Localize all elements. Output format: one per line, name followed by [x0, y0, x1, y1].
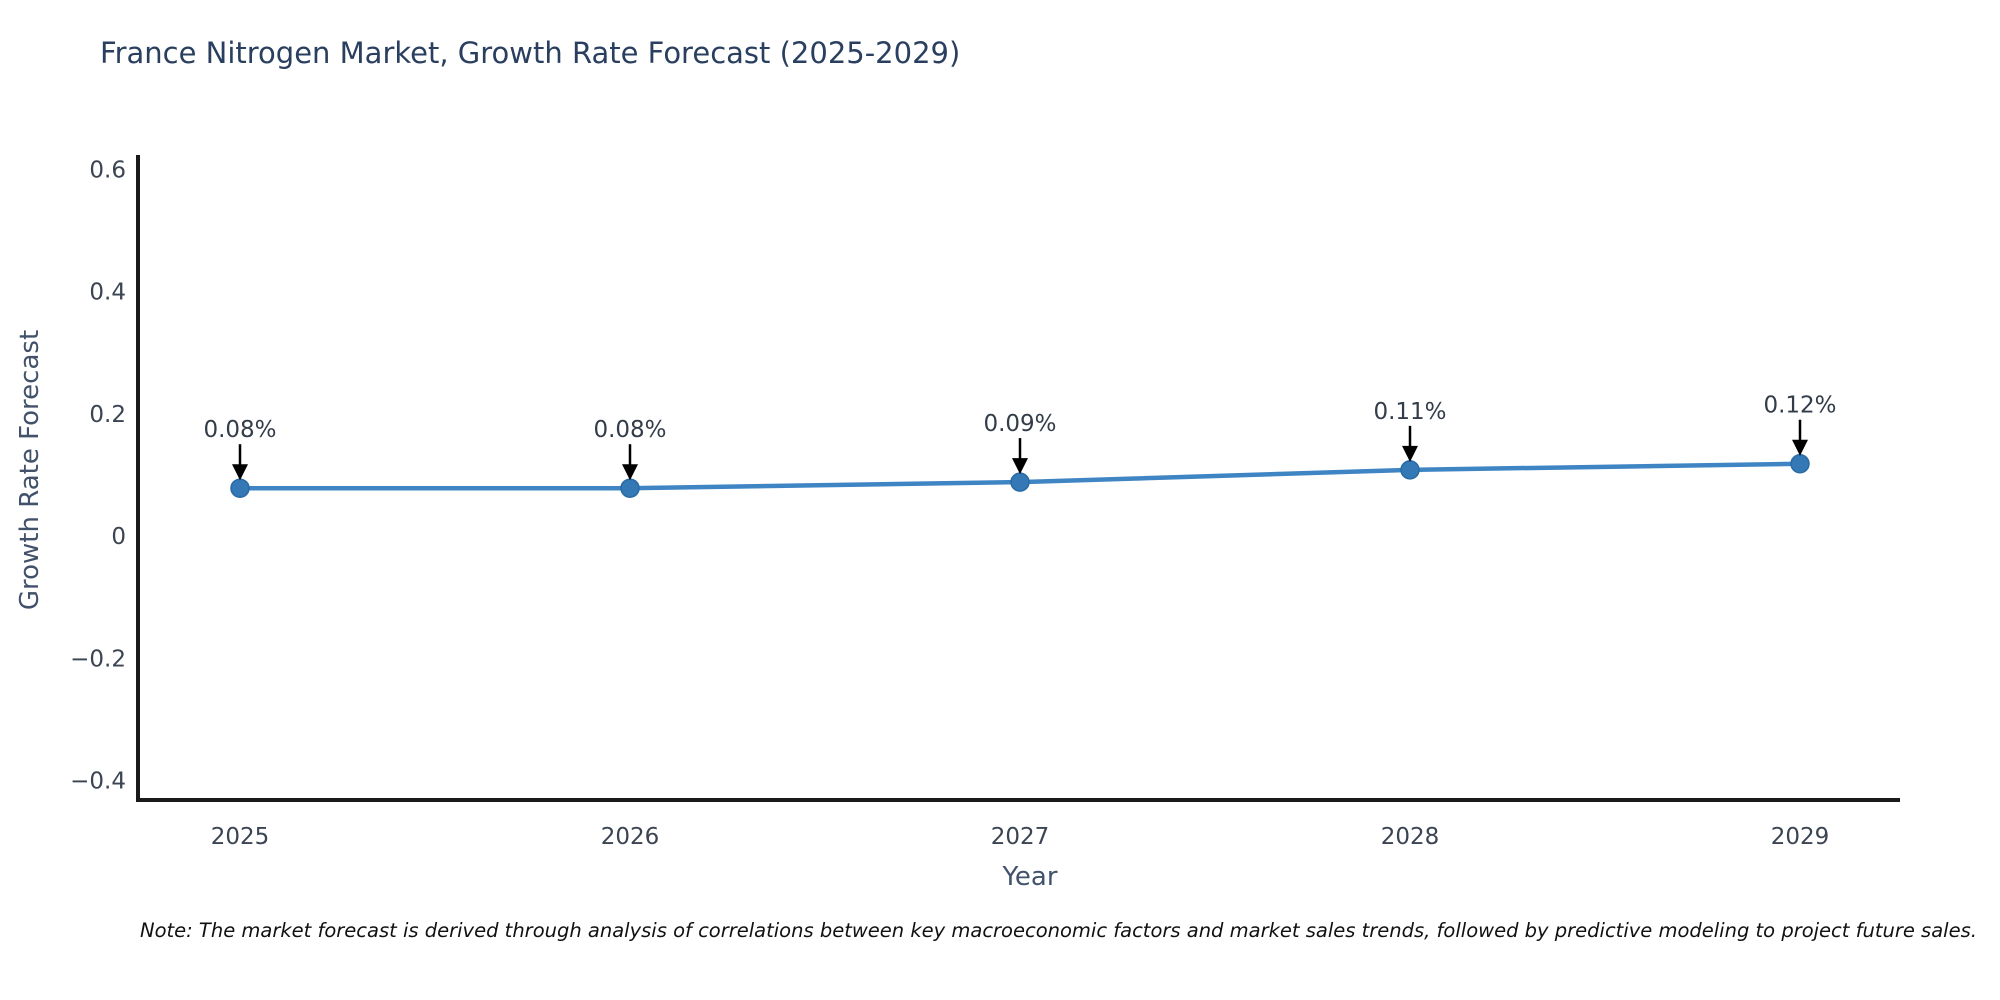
chart-title: France Nitrogen Market, Growth Rate Fore…: [100, 36, 961, 70]
y-tick-label: 0.2: [89, 402, 126, 428]
annotation-arrow-head: [1012, 458, 1028, 475]
data-point-marker: [1790, 453, 1810, 474]
point-annotation: 0.08%: [593, 417, 666, 443]
data-point-marker: [620, 478, 640, 498]
x-tick-label: 2027: [991, 824, 1050, 850]
data-point-marker: [230, 478, 250, 498]
footnote: Note: The market forecast is derived thr…: [140, 919, 1977, 942]
y-tick-label: −0.2: [70, 646, 126, 672]
x-tick-label: 2029: [1771, 824, 1830, 850]
y-tick-label: 0.4: [89, 280, 126, 306]
x-tick-label: 2028: [1381, 824, 1440, 850]
point-annotation: 0.11%: [1373, 399, 1446, 425]
data-point-marker: [1400, 460, 1420, 480]
y-tick-label: 0.6: [89, 157, 126, 183]
annotation-arrow-head: [1402, 445, 1418, 462]
y-tick-label: 0: [111, 524, 126, 550]
y-tick-label: −0.4: [70, 769, 126, 795]
point-annotation: 0.12%: [1763, 393, 1836, 419]
x-axis-title: Year: [1001, 862, 1057, 892]
point-annotation: 0.09%: [983, 411, 1056, 437]
annotation-arrow-head: [1792, 439, 1808, 456]
data-point-marker: [1010, 472, 1030, 492]
point-annotation: 0.08%: [203, 417, 276, 443]
x-tick-label: 2025: [211, 824, 270, 850]
annotation-arrow-head: [622, 464, 638, 481]
y-axis-title: Growth Rate Forecast: [15, 330, 45, 610]
x-tick-label: 2026: [601, 824, 660, 850]
annotation-arrow-head: [232, 464, 248, 481]
